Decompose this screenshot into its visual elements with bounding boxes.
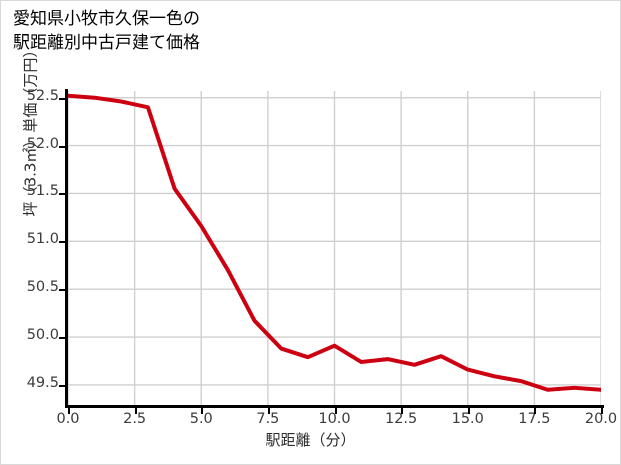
x-tick-label: 10.0 <box>318 411 351 427</box>
x-tick-label: 2.5 <box>123 411 147 427</box>
x-tick-mark <box>334 408 337 414</box>
y-tick-mark <box>59 97 65 100</box>
x-tick-mark <box>401 408 404 414</box>
x-tick-mark <box>534 408 537 414</box>
plot-area <box>68 91 601 406</box>
x-tick-label: 0.0 <box>56 411 80 427</box>
vertical-gridlines <box>68 91 601 406</box>
x-tick-label: 12.5 <box>384 411 418 427</box>
price-line-series <box>68 93 601 392</box>
x-tick-label: 7.5 <box>256 411 280 427</box>
y-tick-mark <box>59 337 65 340</box>
x-tick-mark <box>201 408 204 414</box>
x-tick-mark <box>267 408 270 414</box>
y-axis-spine <box>65 89 68 408</box>
y-tick-mark <box>59 384 65 387</box>
y-tick-label: 49.5 <box>26 374 59 391</box>
x-tick-label: 17.5 <box>518 411 551 427</box>
y-tick-label: 51.0 <box>26 231 59 248</box>
x-tick-mark <box>68 408 70 414</box>
y-tick-label: 50.5 <box>26 279 59 296</box>
y-tick-mark <box>59 289 65 292</box>
x-tick-mark <box>134 408 137 414</box>
x-axis-spine <box>65 405 604 408</box>
y-tick-mark <box>59 193 65 196</box>
plot-svg <box>68 91 601 406</box>
x-tick-label: 15.0 <box>451 411 484 427</box>
y-tick-label: 52.0 <box>26 135 59 152</box>
x-tick-mark <box>601 408 603 414</box>
x-tick-label: 20.0 <box>584 411 618 427</box>
x-tick-label: 5.0 <box>189 411 213 427</box>
horizontal-gridlines <box>68 97 601 386</box>
y-tick-label: 50.0 <box>26 327 59 344</box>
y-tick-label: 52.5 <box>26 87 59 104</box>
y-tick-label: 51.5 <box>26 183 59 200</box>
y-tick-mark <box>59 241 65 244</box>
chart-title: 愛知県小牧市久保一色の 駅距離別中古戸建て価格 <box>13 9 200 53</box>
y-tick-mark <box>59 145 65 148</box>
x-axis-label: 駅距離（分） <box>265 431 356 449</box>
x-tick-mark <box>467 408 470 414</box>
y-axis-label: 坪（3.3㎡）単価（万円） <box>21 42 40 217</box>
